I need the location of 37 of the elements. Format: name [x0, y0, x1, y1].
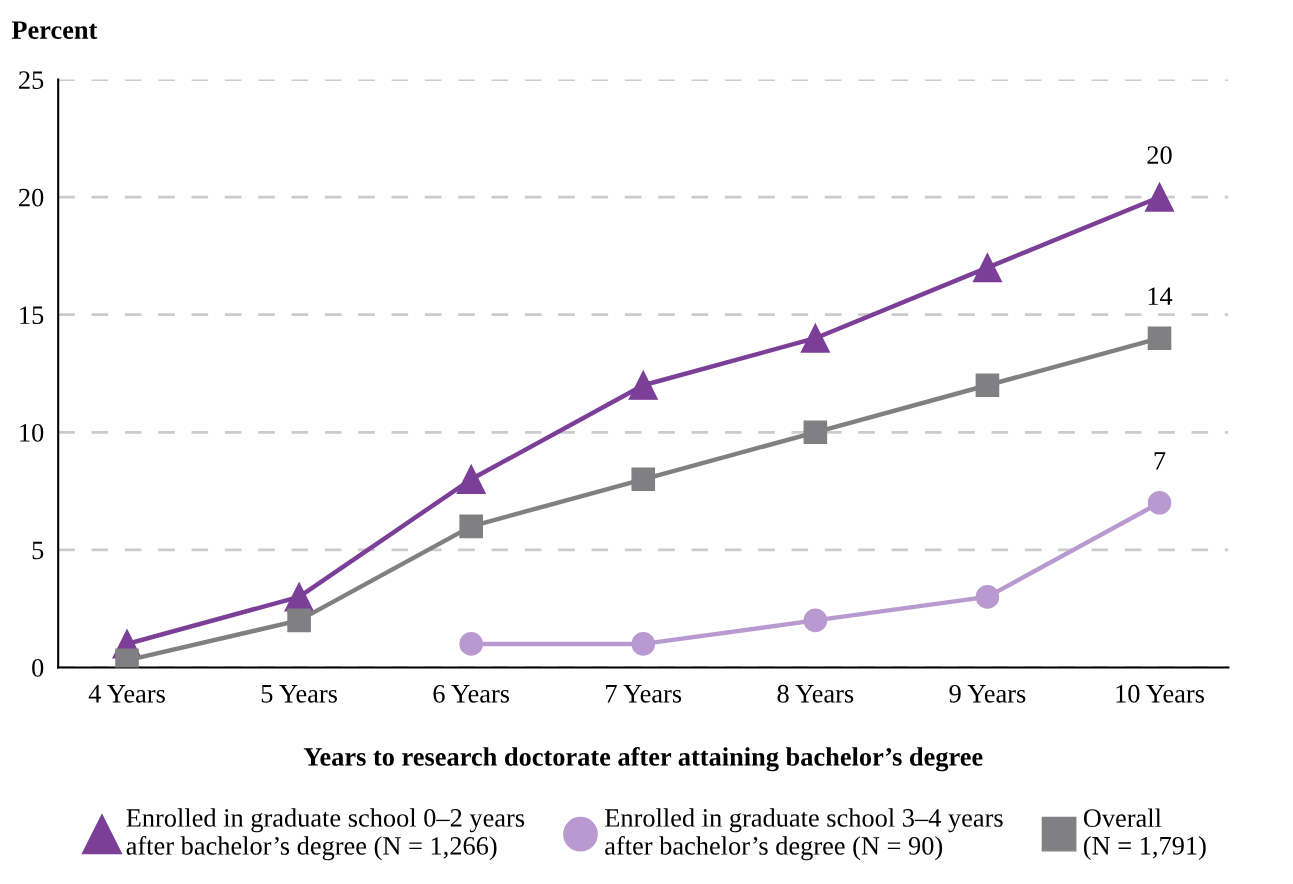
legend-label: Enrolled in graduate school 0–2 years after bachelor’s degree (N = 1,266): [126, 808, 525, 861]
point: [800, 323, 830, 353]
point: [456, 464, 486, 494]
y-tick-label: 5: [32, 541, 44, 560]
point: [975, 585, 1000, 609]
y-tick-label: 25: [19, 71, 44, 89]
point: [803, 608, 828, 633]
x-tick-label: 6 Years: [433, 684, 510, 703]
y-tick-label: 15: [20, 306, 44, 325]
data-label: 14: [1148, 287, 1173, 305]
point: [631, 632, 656, 656]
point: [631, 467, 656, 492]
legend-label: Overall (N = 1,791): [1083, 808, 1206, 861]
y-tick-label: 20: [19, 188, 44, 207]
point: [1147, 326, 1172, 351]
legend-label: Enrolled in graduate school 3–4 years after bachelor’s degree (N = 90): [605, 808, 1003, 861]
point: [1147, 491, 1172, 515]
point: [287, 608, 311, 633]
y-tick-label: 0: [32, 659, 44, 677]
x-tick-label: 8 Years: [777, 684, 854, 703]
y-axis-title: Percent: [11, 21, 98, 39]
y-tick-label: 10: [20, 423, 44, 442]
data-label: 20: [1147, 146, 1172, 164]
x-tick-label: 7 Years: [606, 685, 682, 703]
x-axis-title: Years to research doctorate after attaining bachelor’s degree: [303, 746, 983, 772]
point: [803, 420, 828, 445]
x-tick-label: 10 Years: [1116, 684, 1205, 703]
point: [1144, 182, 1175, 212]
point: [975, 373, 1000, 398]
x-tick-label: 4 Years: [88, 685, 165, 703]
point: [628, 370, 658, 400]
point: [972, 253, 1003, 283]
x-tick-label: 9 Years: [949, 684, 1026, 703]
x-tick-label: 5 Years: [261, 685, 337, 703]
point: [459, 514, 483, 539]
point: [459, 632, 483, 656]
data-label: 7: [1154, 452, 1166, 470]
